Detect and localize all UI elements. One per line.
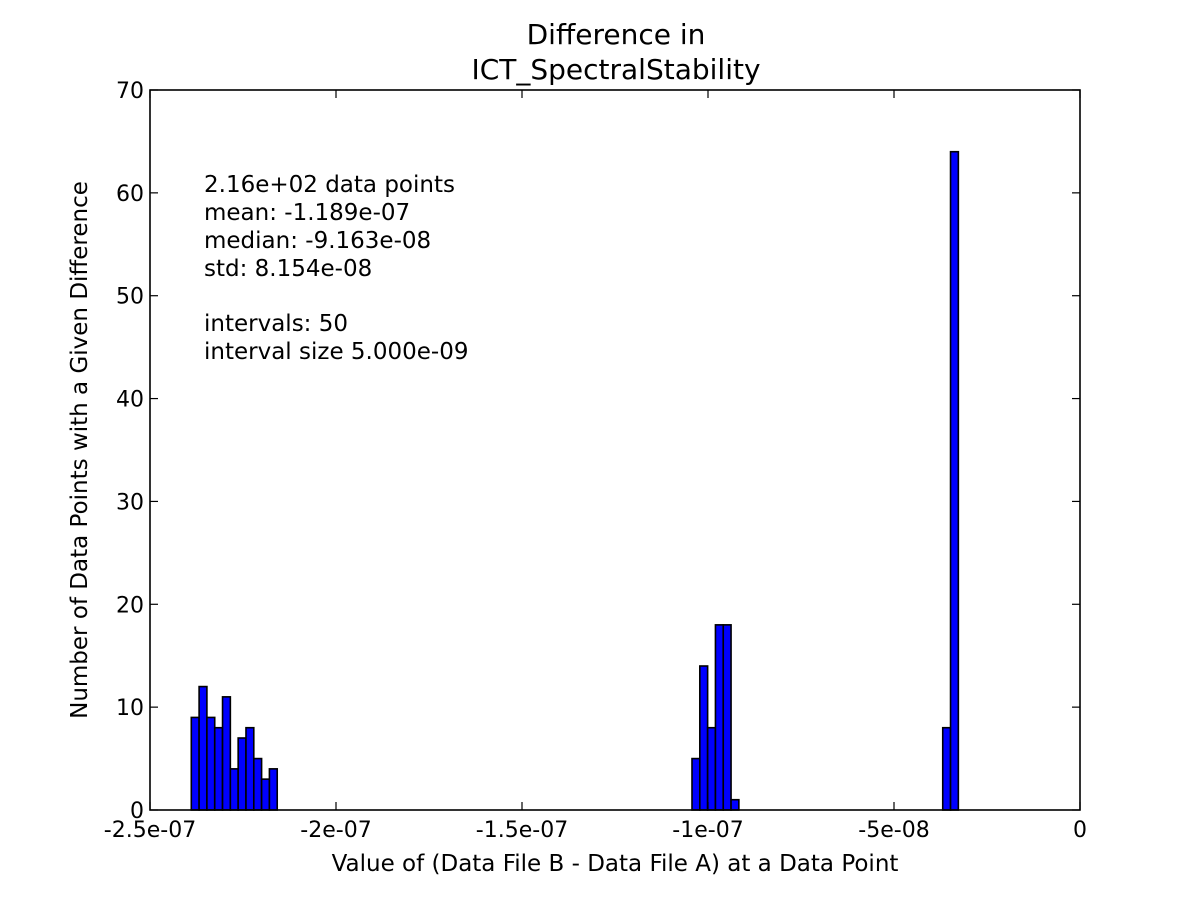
histogram-bar-5 bbox=[221, 696, 232, 811]
histogram-bar-14 bbox=[706, 726, 717, 811]
stats-line-median: median: -9.163e-08 bbox=[204, 228, 431, 254]
histogram-bar-6 bbox=[229, 768, 239, 811]
histogram-bar-7 bbox=[237, 737, 247, 811]
y-tick-label-2: 10 bbox=[116, 696, 144, 721]
y-tick-label-6: 50 bbox=[116, 285, 144, 310]
y-axis-label: Number of Data Points with a Given Diffe… bbox=[67, 181, 93, 719]
stats-line-std: std: 8.154e-08 bbox=[204, 256, 372, 282]
histogram-bar-17 bbox=[730, 798, 740, 811]
chart-title-line-1: Difference in bbox=[527, 18, 706, 51]
ticks-layer: -2.5e-07 -2e-07 -1.5e-07 -1e-07 -5e-08 0 0 10 20… bbox=[104, 79, 1087, 843]
stats-line-interval-size: interval size 5.000e-09 bbox=[204, 339, 468, 365]
histogram-bar-9 bbox=[252, 757, 263, 811]
histogram-bar-18 bbox=[941, 726, 952, 811]
x-tick-label-4: -1e-07 bbox=[672, 818, 743, 843]
y-tick-label-8: 70 bbox=[116, 79, 144, 104]
x-axis-label: Value of (Data File B - Data File A) at … bbox=[332, 851, 899, 877]
x-tick-label-5: -5e-08 bbox=[858, 818, 929, 843]
stats-line-mean: mean: -1.189e-07 bbox=[204, 200, 410, 226]
histogram-bar-3 bbox=[206, 716, 216, 811]
stats-line-data-points: 2.16e+02 data points bbox=[204, 172, 455, 198]
plot-frame bbox=[149, 89, 1081, 811]
histogram-bar-13 bbox=[699, 665, 709, 811]
chart-title-line-2: ICT_SpectralStability bbox=[471, 53, 760, 86]
bars-layer bbox=[190, 150, 960, 811]
x-tick-label-1: -2.5e-07 bbox=[104, 818, 196, 843]
histogram-bar-8 bbox=[245, 726, 255, 811]
histogram-bar-19 bbox=[949, 150, 960, 811]
stats-annotation: 2.16e+02 data points mean: -1.189e-07 me… bbox=[204, 172, 468, 365]
histogram-bar-15 bbox=[714, 624, 725, 811]
histogram-bar-1 bbox=[190, 716, 200, 811]
y-tick-label-7: 60 bbox=[116, 182, 144, 207]
y-tick-label-4: 30 bbox=[116, 490, 144, 515]
x-tick-label-3: -1.5e-07 bbox=[476, 818, 568, 843]
y-tick-label-3: 20 bbox=[116, 593, 144, 618]
histogram-bar-4 bbox=[213, 726, 224, 811]
histogram-bar-10 bbox=[260, 778, 271, 811]
histogram-bar-11 bbox=[268, 768, 279, 811]
histogram-bar-16 bbox=[722, 624, 732, 811]
histogram-bar-12 bbox=[691, 757, 701, 811]
histogram-bar-2 bbox=[198, 685, 208, 811]
x-tick-label-6: 0 bbox=[1073, 818, 1087, 843]
stats-line-intervals: intervals: 50 bbox=[204, 311, 348, 337]
y-tick-label-1: 0 bbox=[130, 799, 144, 824]
y-tick-label-5: 40 bbox=[116, 388, 144, 413]
x-tick-label-2: -2e-07 bbox=[300, 818, 371, 843]
